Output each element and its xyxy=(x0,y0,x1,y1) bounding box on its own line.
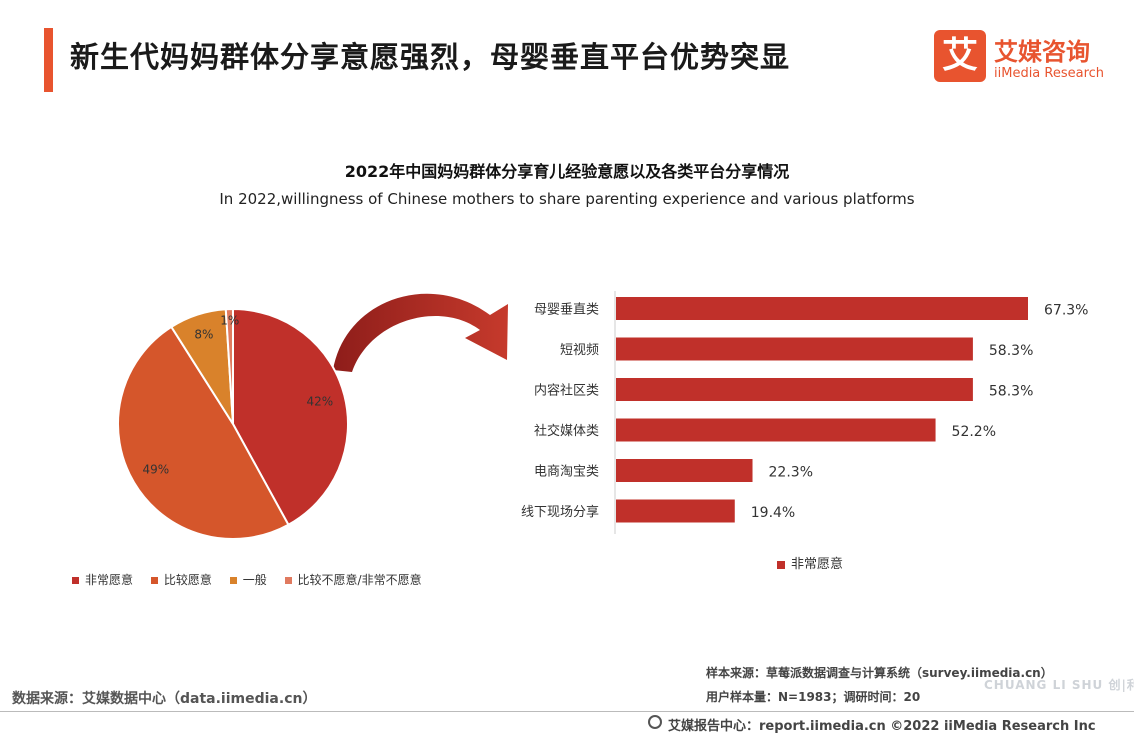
logo-mark-icon: 艾 xyxy=(934,30,986,82)
bar-value-label: 58.3% xyxy=(989,384,1033,400)
sample-source: 样本来源：草莓派数据调查与计算系统（survey.iimedia.cn） xyxy=(706,666,1053,680)
legend-label: 一般 xyxy=(242,573,267,587)
sample-size: 用户样本量：N=1983；调研时间：20 xyxy=(706,690,921,704)
chart-title: 2022年中国妈妈群体分享育儿经验意愿以及各类平台分享情况 xyxy=(344,162,790,181)
legend-label: 非常愿意 xyxy=(791,557,844,572)
bar-chart: 母婴垂直类 67.3% 短视频 58.3% 内容社区类 58.3% 社交媒体类 52.2% 电商… xyxy=(521,291,1088,534)
data-source: 数据来源：艾媒数据中心（data.iimedia.cn） xyxy=(12,691,317,707)
legend-swatch xyxy=(150,577,158,584)
iimedia-logo: 艾 艾媒咨询 iiMedia Research xyxy=(934,30,1124,86)
bar-value-label: 22.3% xyxy=(769,465,813,481)
pie-legend: 非常愿意 比较愿意 一般 比较不愿意/非常不愿意 xyxy=(72,571,436,588)
legend-swatch xyxy=(229,577,237,584)
legend-item-very-willing: 非常愿意 xyxy=(72,571,133,588)
bar xyxy=(616,337,973,361)
pie-slice-label: 42% xyxy=(307,395,334,409)
bar xyxy=(616,378,973,401)
footer-text: 艾媒报告中心：report.iimedia.cn ©2022 iiMedia R… xyxy=(668,719,1096,734)
legend-swatch xyxy=(777,560,785,569)
legend-label: 比较愿意 xyxy=(163,573,212,587)
pie-chart: 42% 49% 8% 1% xyxy=(117,307,349,540)
globe-icon xyxy=(648,715,662,729)
bar-category-label: 线下现场分享 xyxy=(521,504,599,520)
watermark: CHUANG LI SHU 创|利|树 xyxy=(984,678,1134,692)
pie-slice-label: 8% xyxy=(194,327,213,341)
bar-category-label: 电商淘宝类 xyxy=(534,465,599,480)
legend-swatch xyxy=(284,577,292,584)
legend-label: 非常愿意 xyxy=(85,573,134,587)
bar-value-label: 58.3% xyxy=(989,343,1033,359)
chart-subtitle: In 2022,willingness of Chinese mothers t… xyxy=(219,190,915,208)
curved-arrow-icon xyxy=(333,293,508,372)
logo-chinese-name: 艾媒咨询 xyxy=(994,38,1090,66)
pie-slice xyxy=(224,307,234,425)
bar xyxy=(616,459,753,482)
pie-slice xyxy=(117,325,290,540)
bar-category-label: 母婴垂直类 xyxy=(534,303,599,318)
pie-slice-label: 1% xyxy=(220,314,239,328)
footer-divider xyxy=(0,711,1134,712)
bar xyxy=(616,499,735,523)
logo-english-name: iiMedia Research xyxy=(994,66,1105,81)
bar-value-label: 19.4% xyxy=(751,505,795,521)
page-title: 新生代妈妈群体分享意愿强烈，母婴垂直平台优势突显 xyxy=(70,40,791,74)
bar-category-label: 社交媒体类 xyxy=(534,423,599,439)
legend-label: 比较不愿意/非常不愿意 xyxy=(297,573,422,587)
pie-slice xyxy=(232,307,349,527)
legend-item-neutral: 一般 xyxy=(229,571,267,588)
legend-item-relatively-willing: 比较愿意 xyxy=(150,571,212,588)
bar-category-label: 短视频 xyxy=(560,343,599,358)
legend-item-unwilling: 比较不愿意/非常不愿意 xyxy=(284,571,422,588)
bar-value-label: 67.3% xyxy=(1044,303,1088,319)
bar-legend: 非常愿意 xyxy=(777,553,843,572)
bar xyxy=(616,418,936,442)
bar xyxy=(616,297,1028,320)
title-accent-bar xyxy=(44,28,53,92)
bar-category-label: 内容社区类 xyxy=(534,383,599,399)
legend-swatch xyxy=(72,577,79,584)
bar-value-label: 52.2% xyxy=(952,424,996,440)
pie-slice-label: 49% xyxy=(142,463,169,477)
